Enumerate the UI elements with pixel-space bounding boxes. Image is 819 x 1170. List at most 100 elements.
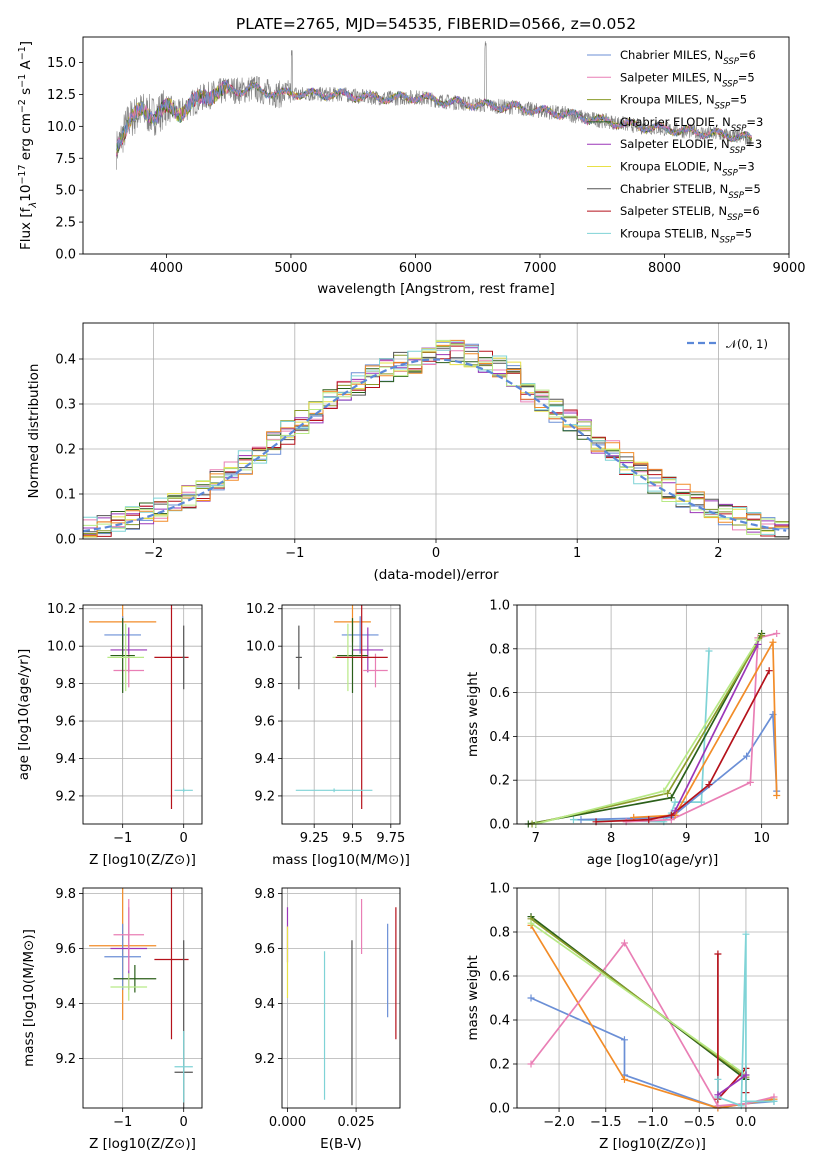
mass-weight-vs-age-ylabel: mass weight [465,672,481,757]
y-tick-label: 0.1 [55,488,76,503]
y-tick-label: 10.0 [246,640,275,655]
mass-weight-point-marker [620,1075,628,1083]
residual-hist-xlabel: (data-model)/error [373,567,499,583]
legend-sub: SSP [728,191,744,201]
mass-vs-ebv-axes: 0.000 0.025 9.2 9.4 9.6 9.8 [254,887,400,1130]
legend-sub: SSP [722,79,738,89]
x-tick-label: 9000 [772,261,805,276]
age-vs-mass-errorbars [295,605,388,810]
x-tick-label: 8 [607,831,615,846]
mass-weight-point-marker [527,994,535,1002]
y-tick-label: 0.0 [489,1102,510,1117]
x-tick-label: −1.0 [637,1115,669,1130]
mass-weight-point-marker [770,1097,778,1105]
x-tick-label: 4000 [150,261,183,276]
ylabel-part: Flux [f [18,206,34,250]
y-tick-label: 15.0 [47,56,76,71]
mass-weight-point-marker [660,787,668,795]
y-tick-label: 12.5 [47,88,76,103]
legend-label: Chabrier MILES, NSSP=6 [620,48,756,67]
x-tick-label: 10 [753,831,770,846]
legend-label: Salpeter ELODIE, NSSP=3 [620,137,762,156]
x-tick-label: −1 [113,831,132,846]
legend-sub: SSP [731,124,747,134]
y-tick-label: 0.3 [55,398,76,413]
x-tick-label: 9 [682,831,690,846]
y-tick-label: 0.6 [489,686,510,701]
y-tick-label: 9.8 [254,677,275,692]
mass-weight-series-line [674,644,759,812]
mass-weight-vs-Z-xlabel: Z [log10(Z/Z⊙)] [599,1136,706,1152]
mass-weight-point-marker [697,798,705,806]
y-tick-label: 9.6 [55,942,76,957]
y-tick-label: 0.6 [489,970,510,985]
hist-steps [83,339,789,538]
legend-value: =5 [730,93,747,107]
x-tick-label: 8000 [648,261,681,276]
y-tick-label: 10.2 [246,602,275,617]
y-tick-label: 0.8 [489,642,510,657]
legend-text: Kroupa MILES, N [620,93,715,107]
model-spectrum-line [116,80,752,151]
mass-weight-point-marker [773,792,781,800]
ylabel-part: erg cm [18,113,34,164]
legend-sub: SSP [723,57,739,67]
y-tick-label: 10.0 [47,120,76,135]
mass-vs-Z-errorbars [89,888,193,1108]
y-tick-label: 5.0 [55,184,76,199]
legend-text: Salpeter STELIB, N [620,204,727,218]
ylabel-part: 10 [18,185,34,202]
x-tick-label: 9.75 [376,831,405,846]
mass-vs-Z-frame [82,887,203,1109]
spectrum-ylabel: Flux [fλ10−17 erg cm−2 s−1 A−1] [17,41,39,250]
mass-weight-series-line [535,639,759,825]
y-tick-label: 9.4 [254,997,275,1012]
x-tick-label: −1 [113,1115,132,1130]
y-tick-label: 0.8 [489,926,510,941]
mass-weight-point-marker [527,919,535,927]
y-tick-label: 0.4 [489,730,510,745]
x-tick-label: 1 [573,546,581,561]
mass-weight-point-marker [769,638,777,646]
mass-vs-Z-axes: −1 0 9.2 9.4 9.6 9.8 [55,887,202,1130]
legend-label: Kroupa ELODIE, NSSP=3 [620,160,755,179]
mass-weight-point-marker [671,807,679,815]
y-tick-label: 9.2 [254,1052,275,1067]
legend-value: =5 [738,70,755,84]
y-tick-label: 9.4 [55,997,76,1012]
ylabel-part: −1 [17,46,28,60]
mass-weight-point-marker [765,667,773,675]
y-tick-label: 2.5 [55,216,76,231]
mass-weight-vs-Z-ylabel: mass weight [465,955,481,1040]
mass-weight-point-marker [714,950,722,958]
mass-vs-Z-xlabel: Z [log10(Z/Z⊙)] [89,1136,196,1152]
age-vs-Z-frame [82,604,203,825]
mass-weight-series-line [530,918,747,1078]
mass-weight-vs-age-axes: 7 8 9 10 0.0 0.2 0.4 0.6 0.8 1.0 [489,599,788,846]
x-tick-label: 5000 [274,261,307,276]
x-tick-label: −2 [144,546,163,561]
legend-sub: SSP [730,146,746,156]
legend-text: Kroupa ELODIE, N [620,160,722,174]
legend-value: =3 [746,115,763,129]
y-tick-label: 0.2 [489,774,510,789]
mass-weight-point-marker [577,816,585,824]
age-vs-Z-errorbars [89,605,193,810]
mass-weight-point-marker [671,798,679,806]
x-tick-label: 9.25 [300,831,329,846]
mass-weight-point-marker [620,939,628,947]
mass-weight-point-marker [667,811,675,819]
mass-weight-point-marker [620,1036,628,1044]
mass-weight-vs-age-frame [516,604,789,825]
x-tick-label: 0.000 [269,1115,306,1130]
mass-weight-vs-Z-frame [516,887,789,1109]
y-tick-label: 0.0 [55,533,76,548]
age-vs-Z-axes: −1 0 9.2 9.4 9.6 9.8 10.0 10.2 [47,602,202,846]
x-tick-label: 0 [180,831,188,846]
x-tick-label: 0 [432,546,440,561]
mass-weight-point-marker [742,1071,750,1079]
y-tick-label: 1.0 [489,882,510,897]
ylabel-part: λ [28,202,39,209]
